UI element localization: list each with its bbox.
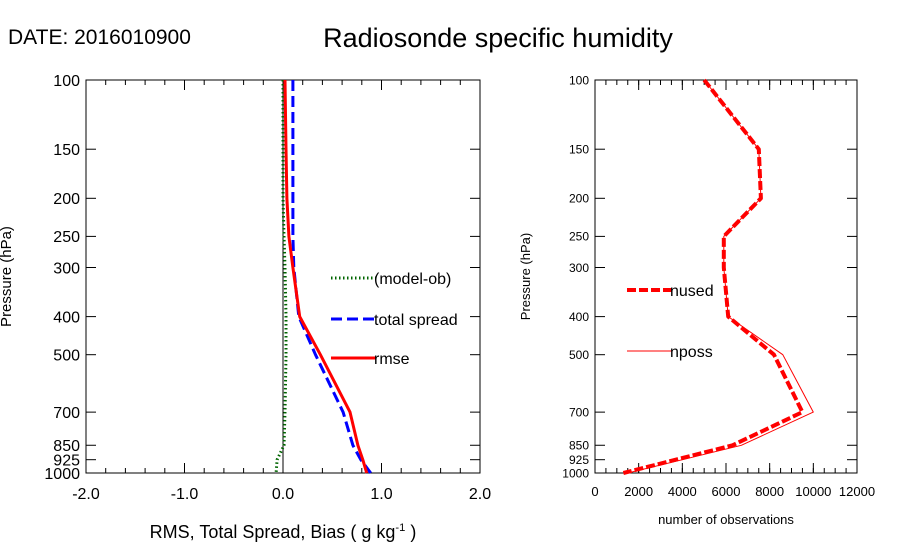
y-axis-label: Pressure (hPa) bbox=[518, 233, 533, 320]
y-tick-label: 700 bbox=[569, 405, 589, 419]
y-tick-label: 150 bbox=[569, 143, 589, 157]
x-tick-label: -2.0 bbox=[72, 486, 100, 503]
y-tick-label: 100 bbox=[53, 73, 80, 90]
x-axis-label-main: RMS, Total Spread, Bias ( g kg bbox=[150, 522, 396, 542]
y-tick-label: 500 bbox=[53, 347, 80, 364]
y-axis-label: Pressure (hPa) bbox=[0, 226, 15, 327]
series-line-total-spread bbox=[291, 80, 372, 474]
x-axis-label-exponent: -1 bbox=[395, 522, 405, 534]
legend-label-total-spread: total spread bbox=[374, 312, 458, 329]
y-tick-label: 500 bbox=[569, 348, 589, 362]
x-tick-label: 10000 bbox=[795, 484, 831, 499]
y-tick-label: 300 bbox=[569, 261, 589, 275]
x-tick-label: 6000 bbox=[712, 484, 741, 499]
legend-label-model-ob: (model-ob) bbox=[374, 271, 451, 288]
x-tick-label: 0.0 bbox=[272, 486, 294, 503]
series-line-nused bbox=[622, 78, 805, 475]
x-tick-label: 1.0 bbox=[370, 486, 392, 503]
y-tick-label: 1000 bbox=[44, 466, 80, 483]
y-tick-label: 850 bbox=[569, 439, 589, 453]
series-line-nposs bbox=[627, 79, 814, 474]
legend-label-nposs: nposs bbox=[670, 344, 713, 361]
x-axis-label: RMS, Total Spread, Bias ( g kg-1 ) bbox=[150, 522, 417, 542]
x-tick-label: 8000 bbox=[755, 484, 784, 499]
y-tick-label: 400 bbox=[569, 310, 589, 324]
x-tick-label: 4000 bbox=[668, 484, 697, 499]
y-tick-label: 250 bbox=[53, 229, 80, 246]
legend-label-nused: nused bbox=[670, 283, 714, 300]
x-tick-label: -1.0 bbox=[171, 486, 199, 503]
y-tick-label: 150 bbox=[53, 142, 80, 159]
y-tick-label: 925 bbox=[569, 453, 589, 467]
legend-label-rmse: rmse bbox=[374, 351, 410, 368]
y-tick-label: 200 bbox=[569, 192, 589, 206]
y-tick-label: 250 bbox=[569, 230, 589, 244]
y-tick-label: 400 bbox=[53, 309, 80, 326]
y-tick-label: 100 bbox=[569, 73, 589, 87]
y-tick-label: 925 bbox=[53, 452, 80, 469]
y-tick-label: 850 bbox=[53, 438, 80, 455]
y-tick-label: 200 bbox=[53, 191, 80, 208]
x-axis-label-end: ) bbox=[405, 522, 416, 542]
date-label: DATE: 2016010900 bbox=[8, 26, 191, 49]
x-tick-label: 2.0 bbox=[469, 486, 491, 503]
y-tick-label: 1000 bbox=[562, 466, 589, 480]
chart-title: Radiosonde specific humidity bbox=[323, 23, 673, 53]
y-tick-label: 700 bbox=[53, 405, 80, 422]
x-tick-label: 0 bbox=[591, 484, 598, 499]
x-tick-label: 12000 bbox=[839, 484, 875, 499]
x-tick-label: 2000 bbox=[624, 484, 653, 499]
series-line-model-ob bbox=[274, 80, 288, 474]
x-axis-label: number of observations bbox=[658, 512, 794, 527]
y-tick-label: 300 bbox=[53, 260, 80, 277]
series-line-rmse bbox=[283, 79, 369, 474]
